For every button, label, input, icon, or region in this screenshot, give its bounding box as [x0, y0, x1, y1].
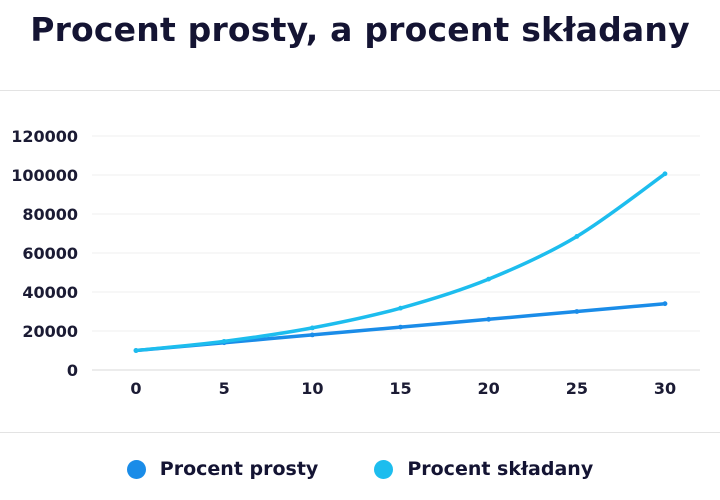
line-chart: 0 20000 40000 60000 80000 100000 120000 0 5 10 15…: [11, 127, 700, 398]
series-1-point-5: [221, 338, 227, 344]
x-tick-label-25: 25: [566, 379, 588, 398]
y-tick-label-60000: 60000: [22, 244, 78, 263]
series-1-point-20: [486, 276, 492, 282]
legend-swatch-procent-skladany: [374, 459, 394, 479]
x-axis-ticks: 0 5 10 15 20 25 30: [130, 379, 676, 398]
chart-title: Procent prosty, a procent składany: [30, 10, 690, 49]
series-0-point-20: [486, 316, 492, 322]
grid: [92, 135, 700, 371]
series-lines: [133, 171, 668, 353]
series-0-point-10: [309, 332, 315, 338]
series-1-point-30: [662, 171, 668, 177]
series-0-point-25: [574, 309, 580, 314]
series-0-point-15: [398, 324, 403, 330]
series-1-point-10: [309, 325, 315, 331]
legend-item-procent-skladany[interactable]: Procent składany: [374, 458, 593, 480]
y-axis-ticks: 0 20000 40000 60000 80000 100000 120000: [11, 127, 78, 380]
bottom-divider: [0, 432, 720, 433]
x-tick-label-30: 30: [654, 379, 676, 398]
series-1-point-15: [398, 305, 403, 311]
y-tick-label-40000: 40000: [22, 283, 78, 302]
legend-label-procent-skladany: Procent składany: [407, 458, 594, 480]
y-tick-label-120000: 120000: [11, 127, 78, 146]
series-1-point-0: [133, 348, 139, 353]
legend-item-procent-prosty[interactable]: Procent prosty: [126, 458, 319, 480]
series-0-point-30: [662, 301, 668, 307]
y-tick-label-0: 0: [67, 361, 78, 380]
x-tick-label-10: 10: [301, 379, 323, 398]
y-tick-label-20000: 20000: [22, 322, 78, 341]
y-tick-label-100000: 100000: [11, 166, 78, 185]
legend: Procent prosty Procent składany: [0, 458, 720, 480]
x-tick-label-20: 20: [478, 379, 500, 398]
x-tick-label-5: 5: [219, 379, 230, 398]
series-1-point-25: [574, 234, 580, 239]
top-divider: [0, 90, 720, 91]
x-tick-label-0: 0: [130, 379, 141, 398]
x-tick-label-15: 15: [389, 379, 411, 398]
y-tick-label-80000: 80000: [22, 205, 78, 224]
legend-swatch-procent-prosty: [126, 459, 146, 479]
legend-label-procent-prosty: Procent prosty: [159, 458, 319, 480]
series-1-line: [134, 172, 667, 353]
